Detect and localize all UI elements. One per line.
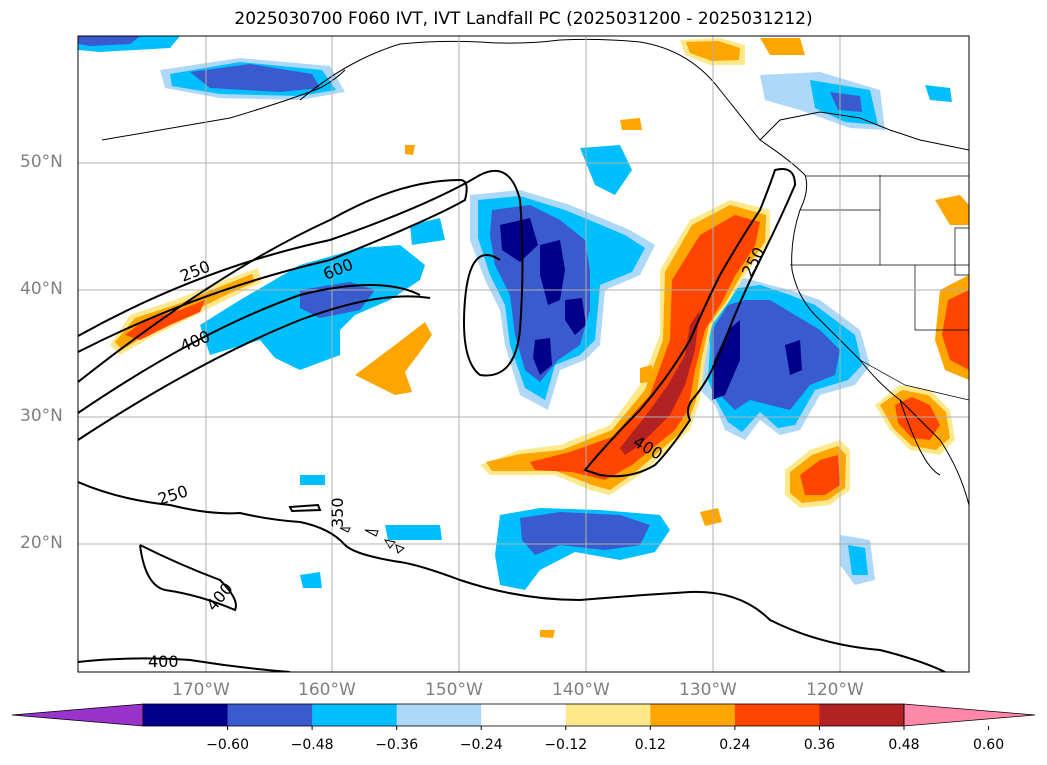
colorbar-cell: [396, 704, 482, 726]
colorbar-tick-label: 0.36: [803, 737, 836, 753]
colorbar-frame: [142, 703, 905, 727]
positive-pc-fill: [110, 38, 969, 638]
lon-label: 160°W: [298, 680, 356, 700]
map-frame: [77, 35, 970, 673]
ivt-contours: [78, 168, 946, 672]
colorbar-extend-high: [904, 704, 1035, 726]
colorbar-cell: [565, 704, 651, 726]
colorbar-tick-label: −0.24: [459, 737, 503, 753]
contour-label: 400: [148, 652, 179, 671]
colorbar-cell: [143, 704, 229, 726]
contour-label: 350: [328, 497, 347, 528]
state-borders: [790, 175, 969, 401]
lat-label: 20°N: [20, 533, 63, 553]
colorbar-cell: [227, 704, 313, 726]
colorbar-extend-low: [12, 704, 143, 726]
lon-label: 150°W: [425, 680, 483, 700]
map-title: 2025030700 F060 IVT, IVT Landfall PC (20…: [234, 9, 813, 29]
colorbar-tick-label: −0.60: [206, 737, 249, 753]
lon-label: 140°W: [552, 680, 610, 700]
lon-label: 120°W: [806, 680, 864, 700]
lat-label: 30°N: [20, 406, 63, 426]
colorbar-tick-label: −0.12: [544, 737, 588, 753]
colorbar-tick-label: 0.24: [719, 737, 751, 753]
colorbar-cell: [312, 704, 398, 726]
lat-label: 50°N: [20, 152, 63, 172]
colorbar-cell: [481, 704, 567, 726]
ivt-map: 250 600 400 250 400 250 350 400 400: [77, 35, 970, 673]
lon-label: 130°W: [679, 680, 737, 700]
colorbar-cell: [734, 704, 820, 726]
colorbar-tick-label: 0.60: [972, 737, 1005, 753]
hawaiian-islands: [339, 527, 405, 554]
lon-label: 170°W: [172, 680, 230, 700]
coastlines: [101, 38, 969, 506]
colorbar-cell: [650, 704, 736, 726]
gridlines: [78, 36, 969, 672]
colorbar-tick-label: 0.48: [888, 737, 920, 753]
colorbar-tick-label: 0.12: [634, 737, 666, 753]
colorbar-tick-label: −0.36: [375, 737, 419, 753]
colorbar-cell: [819, 704, 905, 726]
colorbar-tick-label: −0.48: [290, 737, 334, 753]
lat-label: 40°N: [20, 279, 63, 299]
